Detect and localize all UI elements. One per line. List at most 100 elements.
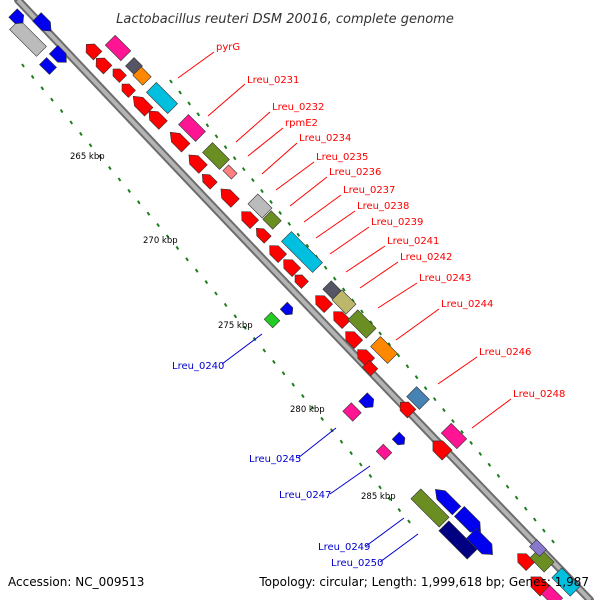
gene-label-lreu-0243[interactable]: Lreu_0243 [419, 273, 471, 284]
inner-tick [40, 86, 45, 91]
gene-label-lreu-0242[interactable]: Lreu_0242 [400, 252, 452, 263]
kbp-labels: 265 kbp 270 kbp 275 kbp 280 kbp 285 kbp [70, 152, 396, 502]
gene-label-lreu-0245[interactable]: Lreu_0245 [249, 454, 301, 465]
outer-tick [305, 243, 310, 248]
inner-tick [50, 97, 54, 102]
inner-tick [349, 451, 353, 456]
gene-label-lreu-0236[interactable]: Lreu_0236 [329, 167, 381, 178]
outer-tick [514, 495, 519, 500]
gene-inner-red-14 [283, 259, 302, 278]
leader-lreu-0240 [221, 333, 263, 365]
gene-labels-red: pyrG Lreu_0231 Lreu_0232 rpmE2 Lreu_0234… [216, 42, 565, 400]
gene-outer-olive-1-shape [202, 142, 230, 170]
gene-inner-red-17-shape [333, 311, 352, 330]
gene-inner-red-2-shape [95, 57, 113, 75]
gene-label-rpmE2[interactable]: rpmE2 [285, 118, 318, 129]
inner-tick [358, 462, 363, 467]
gene-outer-olive-1 [202, 142, 230, 170]
outer-tick [269, 199, 273, 205]
outer-tick [205, 123, 210, 128]
gene-inner-blue-4 [39, 57, 57, 75]
gene-outer-magenta-2-shape [178, 114, 206, 142]
outer-tick [251, 178, 255, 183]
gene-outer-magenta-2 [178, 114, 206, 142]
gene-bottom-red-1-shape [517, 553, 536, 572]
inner-tick [88, 143, 93, 148]
gene-outer-khaki-1 [331, 289, 357, 315]
gene-inner-red-6 [148, 110, 168, 130]
leader-lreu-0237 [303, 194, 342, 223]
gene-label-lreu-0237[interactable]: Lreu_0237 [343, 185, 395, 196]
gene-outer-gray-2 [247, 193, 273, 219]
gene-label-lreu-0232[interactable]: Lreu_0232 [272, 102, 324, 113]
gene-label-lreu-0244[interactable]: Lreu_0244 [441, 299, 493, 310]
gene-label-lreu-0234[interactable]: Lreu_0234 [299, 133, 351, 144]
inner-tick [146, 211, 151, 216]
gene-inner-blue-1-shape [8, 8, 25, 25]
gene-label-lreu-0246[interactable]: Lreu_0246 [479, 347, 531, 358]
inner-tick [175, 245, 180, 250]
gene-label-lreu-0248[interactable]: Lreu_0248 [513, 389, 565, 400]
gene-bottom-olive-1-shape [410, 488, 450, 528]
gene-lreu-0245-magenta-shape [342, 402, 362, 422]
gene-inner-red-7-shape [169, 131, 191, 153]
inner-tick [272, 359, 276, 364]
gene-label-lreu-0239[interactable]: Lreu_0239 [371, 217, 423, 228]
gene-label-lreu-0231[interactable]: Lreu_0231 [247, 75, 299, 86]
gene-inner-red-12 [256, 228, 272, 244]
gene-outer-steel-1 [406, 386, 430, 410]
gene-label-pyrG[interactable]: pyrG [216, 42, 240, 53]
label-leader-lines [177, 51, 512, 563]
gene-lreu-0240-blue [279, 301, 294, 316]
gene-inner-red-9 [202, 174, 218, 190]
gene-outer-cyan-1 [146, 82, 178, 114]
inner-tick [310, 405, 315, 410]
outer-tick [378, 331, 383, 336]
gene-bottom-olive-1 [410, 488, 450, 528]
gene-label-lreu-0249[interactable]: Lreu_0249 [318, 542, 370, 553]
gene-bottom-magenta-1-shape [540, 584, 564, 600]
gene-lreu-0245-blue [358, 392, 375, 409]
leader-lreu-0239 [329, 226, 370, 255]
leader-lreu-0241 [345, 245, 386, 273]
gene-bottom-blue-3 [466, 528, 493, 555]
outer-tick [169, 79, 173, 84]
gene-inner-red-2 [95, 57, 113, 75]
outer-tick [414, 375, 419, 380]
outer-tick [278, 210, 282, 215]
outer-tick [287, 221, 292, 226]
gene-inner-gray-1-shape [9, 19, 47, 57]
gene-label-lreu-0238[interactable]: Lreu_0238 [357, 201, 409, 212]
gene-label-lreu-0250[interactable]: Lreu_0250 [331, 558, 383, 569]
gene-inner-red-5-shape [132, 95, 154, 117]
gene-inner-red-7 [169, 131, 191, 153]
outer-tick [223, 145, 228, 150]
gene-outer-pink-1 [222, 164, 238, 180]
inner-tick [214, 291, 218, 296]
gene-outer-pink-1-shape [222, 164, 238, 180]
outer-tick [469, 440, 473, 445]
gene-bottom-cyan-1 [551, 567, 581, 597]
topology-text: Topology: circular; Length: 1,999,618 bp… [258, 575, 589, 589]
gene-bottom-violet-1 [529, 539, 547, 557]
inner-tick [21, 63, 25, 68]
gene-label-lreu-0247[interactable]: Lreu_0247 [279, 490, 331, 501]
outer-tick [487, 462, 492, 467]
gene-outer-olive-2 [262, 210, 282, 230]
gene-label-lreu-0240[interactable]: Lreu_0240 [172, 361, 224, 372]
outer-tick [187, 101, 192, 106]
gene-label-lreu-0235[interactable]: Lreu_0235 [316, 152, 368, 163]
gene-lreu-0245-blue-shape [358, 392, 375, 409]
gene-inner-red-16 [315, 295, 334, 314]
outer-tick [460, 429, 464, 435]
gene-outer-olive-3-shape [347, 309, 377, 339]
outer-tick [442, 408, 446, 413]
gene-outer-steel-1-shape [406, 386, 430, 410]
outer-tick [178, 90, 182, 95]
gene-inner-red-15-shape [294, 274, 309, 289]
gene-label-lreu-0241[interactable]: Lreu_0241 [387, 236, 439, 247]
outer-tick [260, 188, 264, 194]
gene-inner-red-18 [345, 331, 364, 350]
leader-lreu-0235 [275, 161, 315, 191]
gene-bottom-blue-1-shape [435, 489, 462, 516]
